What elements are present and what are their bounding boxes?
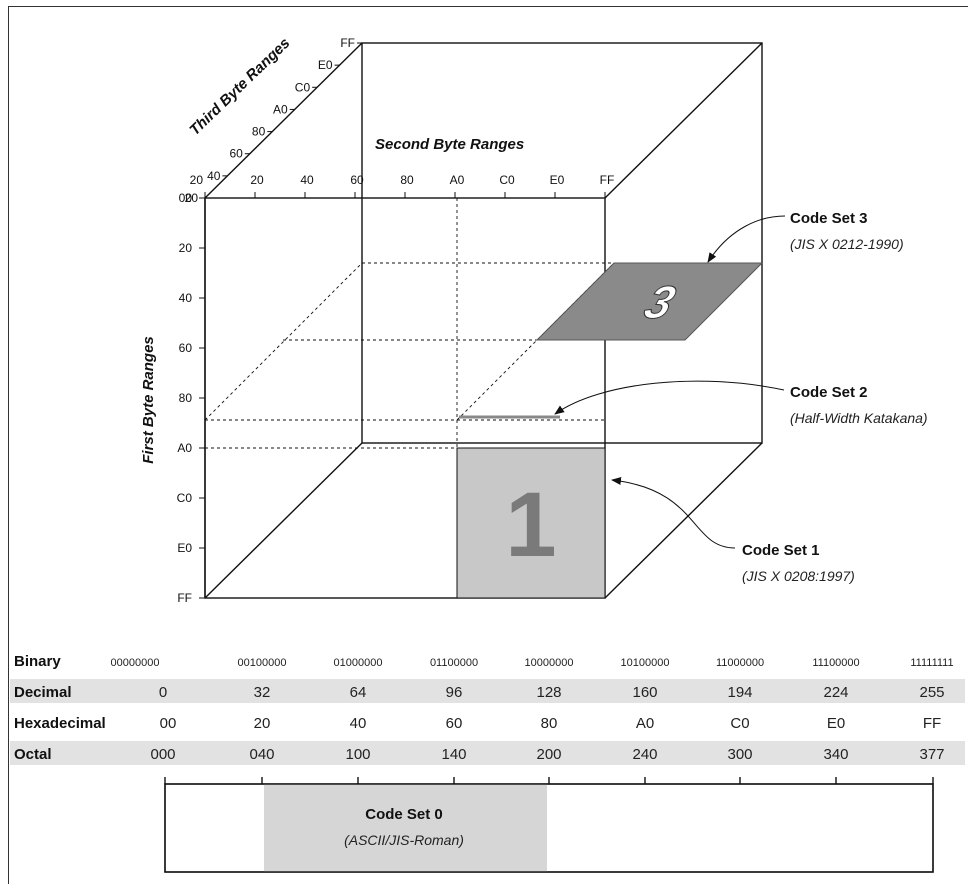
second-axis-tick-label: 80	[400, 173, 414, 187]
table-cell: 255	[919, 684, 944, 701]
table-cell: 00	[160, 715, 177, 732]
second-byte-axis: 20 20 40 60 80 A0 C0 E0 FF	[190, 173, 615, 198]
second-axis-tick-label: A0	[450, 173, 465, 187]
table-cell: 96	[446, 684, 463, 701]
table-cell: E0	[827, 715, 845, 732]
code-set-0-title: Code Set 0	[365, 806, 443, 823]
third-axis-tick-label: FF	[340, 36, 355, 50]
cube-edge-br	[604, 442, 763, 599]
first-axis-tick-label: A0	[177, 441, 192, 455]
first-axis-tick-label: 20	[179, 241, 193, 255]
table-cell: 32	[254, 684, 271, 701]
third-axis-tick-label: 60	[229, 147, 243, 161]
code-set-1-arrow	[611, 477, 736, 549]
first-axis-tick-label: 40	[179, 291, 193, 305]
second-axis-tick-label: 20	[190, 173, 204, 187]
table-cell: 200	[536, 746, 561, 763]
table-row-label: Octal	[14, 746, 52, 763]
table-cell: 0	[159, 684, 167, 701]
table-cell: 20	[254, 715, 271, 732]
code-set-2-subtitle: (Half-Width Katakana)	[790, 410, 928, 426]
table-cell: 100	[345, 746, 370, 763]
first-axis-tick-label: FF	[177, 591, 192, 605]
third-axis-tick-label: 80	[252, 125, 266, 139]
table-cell: 240	[632, 746, 657, 763]
third-axis-tick-label: E0	[318, 58, 333, 72]
code-set-0-bar-ticks	[164, 777, 934, 784]
table-cell: 194	[727, 684, 752, 701]
table-cell: 040	[249, 746, 274, 763]
third-byte-axis-title: Third Byte Ranges	[186, 35, 293, 139]
code-set-2-title: Code Set 2	[790, 384, 868, 401]
code-set-1-region	[456, 447, 606, 599]
first-byte-axis-title: First Byte Ranges	[140, 336, 157, 464]
code-set-1-title: Code Set 1	[742, 542, 820, 559]
table-cell: FF	[923, 715, 941, 732]
dashed-guides	[204, 198, 762, 598]
table-cell: 80	[541, 715, 558, 732]
second-axis-tick-label: 60	[350, 173, 364, 187]
first-axis-tick-label: 60	[179, 341, 193, 355]
decimal-row-shade	[10, 679, 965, 703]
conversion-table: Binary 00000000 00100000 01000000 01100000 10…	[14, 653, 954, 763]
first-axis-tick-label: E0	[177, 541, 192, 555]
table-cell: 11111111	[910, 657, 953, 669]
table-cell: 64	[350, 684, 367, 701]
code-set-0-region	[264, 784, 547, 872]
code-set-3-subtitle: (JIS X 0212-1990)	[790, 236, 904, 252]
code-set-1-subtitle: (JIS X 0208:1997)	[742, 568, 855, 584]
second-axis-tick-label: 40	[300, 173, 314, 187]
code-set-0-subtitle: (ASCII/JIS-Roman)	[344, 832, 464, 848]
table-cell: 11000000	[716, 657, 764, 669]
code-set-3-arrow	[707, 215, 786, 263]
second-axis-tick-label: E0	[550, 173, 565, 187]
first-axis-tick-label: C0	[177, 491, 193, 505]
table-cell: 10000000	[525, 657, 574, 669]
outer-border	[8, 6, 968, 884]
cube-edge-tl	[204, 42, 363, 199]
table-cell: 01000000	[334, 657, 383, 669]
cube-back-face	[361, 42, 763, 444]
table-cell: 224	[823, 684, 848, 701]
table-row-label: Decimal	[14, 684, 72, 701]
table-cell: 300	[727, 746, 752, 763]
first-axis-tick-label: 00	[179, 191, 193, 205]
second-axis-tick-label: FF	[600, 173, 615, 187]
code-set-3-region	[535, 262, 764, 341]
table-cell: C0	[730, 715, 749, 732]
code-set-3-title: Code Set 3	[790, 210, 868, 227]
third-axis-tick-label: 40	[207, 169, 221, 183]
table-cell: 11100000	[812, 657, 859, 669]
table-cell: 128	[536, 684, 561, 701]
code-set-2-arrow	[554, 380, 785, 415]
octal-row-shade	[10, 741, 965, 765]
cube-edge-tr	[604, 42, 763, 199]
table-cell: 00100000	[238, 657, 287, 669]
table-cell: 340	[823, 746, 848, 763]
table-cell: 60	[446, 715, 463, 732]
cube-edge-bl	[204, 442, 363, 599]
second-axis-tick-label: 20	[250, 173, 264, 187]
second-byte-axis-title: Second Byte Ranges	[375, 136, 524, 153]
third-axis-tick-label: 20	[185, 191, 199, 205]
table-cell: 140	[441, 746, 466, 763]
table-cell: 40	[350, 715, 367, 732]
table-cell: 160	[632, 684, 657, 701]
code-set-1-mark: 1	[505, 474, 556, 576]
third-axis-tick-label: A0	[273, 102, 288, 116]
table-cell: 000	[150, 746, 175, 763]
table-cell: 01100000	[430, 657, 478, 669]
third-axis-tick-label: C0	[295, 80, 311, 94]
table-row-label: Hexadecimal	[14, 715, 106, 732]
table-cell: 00000000	[111, 657, 160, 669]
table-cell: A0	[636, 715, 654, 732]
second-axis-tick-label: C0	[499, 173, 515, 187]
table-row-label: Binary	[14, 653, 61, 670]
table-cell: 377	[919, 746, 944, 763]
table-cell: 10100000	[621, 657, 670, 669]
first-axis-tick-label: 80	[179, 391, 193, 405]
